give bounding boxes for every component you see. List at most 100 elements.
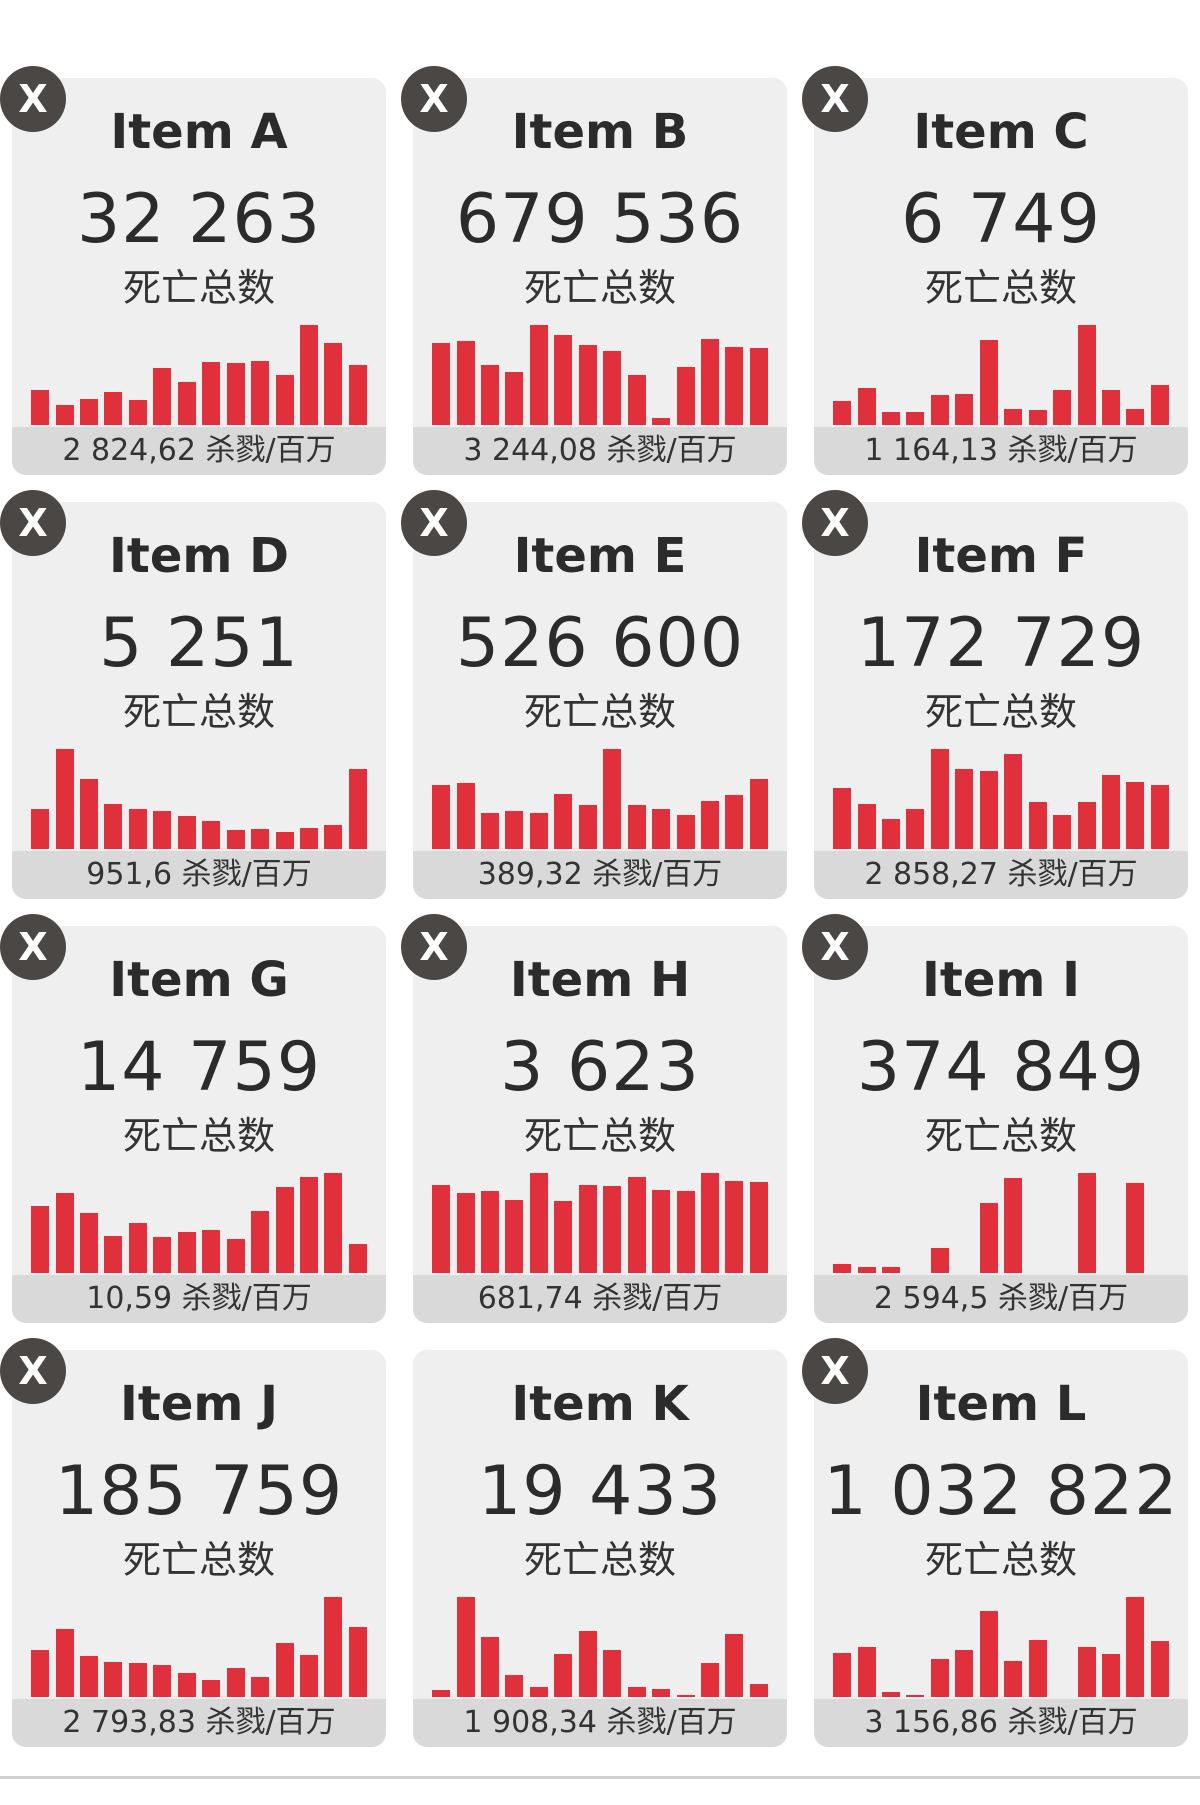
bar xyxy=(1102,390,1120,425)
bar xyxy=(300,325,318,425)
bar xyxy=(750,779,768,849)
bar xyxy=(701,1173,719,1273)
bar xyxy=(251,1211,269,1273)
bar xyxy=(505,372,523,425)
bar xyxy=(505,1200,523,1273)
bar xyxy=(701,1663,719,1697)
close-button[interactable]: X xyxy=(401,66,467,132)
country-card: X Item E 526 600 死亡总数 389,32 杀戮/百万 xyxy=(401,490,787,899)
bar xyxy=(833,788,851,849)
close-button[interactable]: X xyxy=(0,914,66,980)
deaths-per-million: 951,6 杀戮/百万 xyxy=(12,851,386,899)
bar xyxy=(980,1611,998,1697)
bar xyxy=(677,815,695,849)
bar xyxy=(931,1659,949,1697)
bar xyxy=(227,830,245,849)
bar xyxy=(701,801,719,849)
bar-chart xyxy=(830,749,1172,849)
bar xyxy=(530,1687,548,1697)
bar xyxy=(324,343,342,425)
total-deaths-label: 死亡总数 xyxy=(122,1114,275,1158)
close-icon: X xyxy=(820,925,850,969)
close-button[interactable]: X xyxy=(401,914,467,980)
bar xyxy=(1078,325,1096,425)
country-name: Item B xyxy=(511,104,689,160)
bar xyxy=(129,400,147,425)
close-button[interactable]: X xyxy=(401,490,467,556)
country-card: X Item H 3 623 死亡总数 681,74 杀戮/百万 xyxy=(401,914,787,1323)
bar xyxy=(652,1190,670,1273)
deaths-per-million: 2 858,27 杀戮/百万 xyxy=(814,851,1188,899)
bar xyxy=(1078,1173,1096,1273)
bar xyxy=(80,399,98,425)
close-button[interactable]: X xyxy=(0,1338,66,1404)
bar xyxy=(858,1647,876,1697)
bar xyxy=(300,1177,318,1273)
bar xyxy=(628,1687,646,1697)
country-name: Item E xyxy=(513,528,687,584)
bar xyxy=(276,1643,294,1697)
bar xyxy=(931,749,949,849)
bar xyxy=(457,1193,475,1273)
total-deaths: 374 849 xyxy=(856,1028,1146,1107)
bar xyxy=(31,1650,49,1697)
bar-chart xyxy=(429,1173,771,1273)
bar xyxy=(457,341,475,425)
close-button[interactable]: X xyxy=(802,490,868,556)
bar xyxy=(153,811,171,849)
bar xyxy=(677,367,695,425)
bar xyxy=(652,809,670,849)
bar xyxy=(178,1232,196,1273)
bar xyxy=(227,363,245,425)
bar xyxy=(579,1631,597,1697)
bar xyxy=(677,1191,695,1273)
close-button[interactable]: X xyxy=(0,66,66,132)
bar xyxy=(129,1663,147,1697)
bar xyxy=(432,1185,450,1273)
bar xyxy=(1078,802,1096,849)
bar xyxy=(931,1248,949,1273)
bar xyxy=(227,1239,245,1273)
bar xyxy=(1151,785,1169,849)
bar xyxy=(80,779,98,849)
bar xyxy=(1004,409,1022,425)
deaths-per-million: 389,32 杀戮/百万 xyxy=(413,851,787,899)
country-card: X Item G 14 759 死亡总数 10,59 杀戮/百万 xyxy=(0,914,386,1323)
bar xyxy=(31,390,49,425)
bar xyxy=(80,1656,98,1697)
bar xyxy=(955,769,973,849)
bar xyxy=(603,749,621,849)
bar xyxy=(882,1267,900,1273)
close-icon: X xyxy=(820,501,850,545)
bar xyxy=(750,1684,768,1697)
country-card: X Item A 32 263 死亡总数 2 824,62 杀戮/百万 xyxy=(0,66,386,475)
close-icon: X xyxy=(18,925,48,969)
close-button[interactable]: X xyxy=(0,490,66,556)
bar xyxy=(980,340,998,425)
close-button[interactable]: X xyxy=(802,914,868,980)
total-deaths-label: 死亡总数 xyxy=(924,1538,1077,1582)
bar xyxy=(178,382,196,425)
total-deaths-label: 死亡总数 xyxy=(523,690,676,734)
total-deaths: 3 623 xyxy=(500,1028,700,1107)
bar xyxy=(1126,782,1144,849)
close-icon: X xyxy=(18,1349,48,1393)
bar xyxy=(80,1213,98,1273)
country-name: Item C xyxy=(913,104,1089,160)
bar xyxy=(628,805,646,849)
bar xyxy=(554,794,572,849)
close-button[interactable]: X xyxy=(802,66,868,132)
bar xyxy=(457,783,475,849)
deaths-per-million: 2 824,62 杀戮/百万 xyxy=(12,427,386,475)
bar xyxy=(129,809,147,849)
close-button[interactable]: X xyxy=(802,1338,868,1404)
total-deaths: 185 759 xyxy=(54,1452,344,1531)
bar xyxy=(652,1689,670,1697)
bar xyxy=(31,1206,49,1273)
country-name: Item J xyxy=(120,1376,278,1432)
total-deaths: 5 251 xyxy=(99,604,299,683)
bar xyxy=(56,1629,74,1697)
bar xyxy=(1126,1597,1144,1697)
bar-chart xyxy=(28,1173,370,1273)
bar xyxy=(833,1264,851,1273)
